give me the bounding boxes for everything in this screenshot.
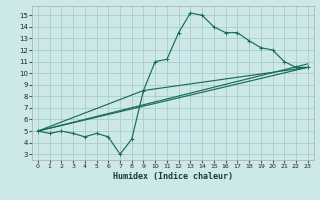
X-axis label: Humidex (Indice chaleur): Humidex (Indice chaleur) [113,172,233,181]
